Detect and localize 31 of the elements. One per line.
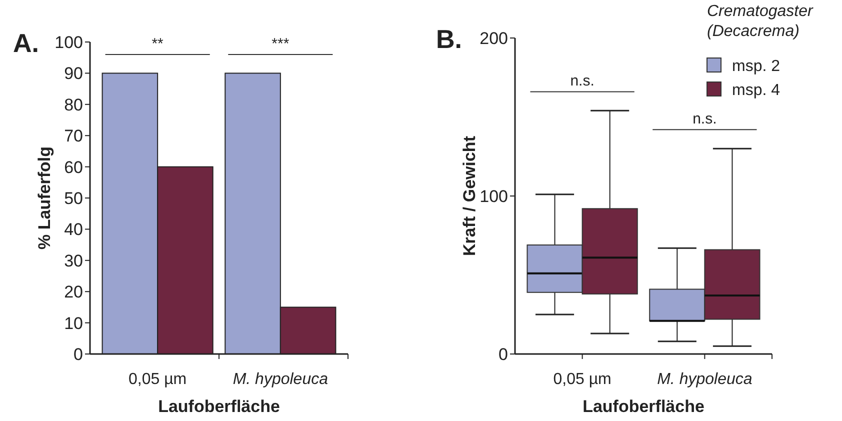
legend-label: msp. 2 — [732, 58, 780, 75]
x-axis-title: Laufoberfläche — [582, 397, 704, 416]
y-tick-label: 100 — [54, 32, 83, 52]
x-tick-label: 0,05 µm — [128, 371, 187, 388]
annotation: n.s. — [692, 110, 717, 128]
chart-title: A. — [13, 28, 39, 58]
legend-title: Crematogaster (Decacrema) — [707, 3, 814, 40]
x-tick-label: M. hypoleuca — [232, 371, 328, 388]
annotation: ** — [152, 35, 164, 52]
y-tick-label: 0 — [498, 344, 508, 364]
y-tick-label: 50 — [64, 188, 83, 208]
y-tick-label: 90 — [64, 64, 83, 84]
y-tick-label: 70 — [64, 126, 83, 146]
y-tick-label: 20 — [64, 282, 83, 302]
y-tick-label: 100 — [480, 186, 508, 206]
y-tick-label: 80 — [64, 95, 83, 114]
legend-label: msp. 4 — [732, 82, 780, 99]
x-tick-label: M. hypoleuca — [657, 371, 752, 388]
y-tick-label: 10 — [64, 314, 83, 333]
y-tick-label: 0 — [74, 344, 83, 364]
annotation: *** — [272, 35, 290, 52]
y-axis-title: Kraft / Gewicht — [460, 136, 479, 256]
y-tick-label: 40 — [64, 220, 83, 240]
annotation: n.s. — [570, 72, 594, 90]
y-axis-title: % Lauferfolg — [35, 146, 54, 250]
x-tick-label: 0,05 µm — [553, 371, 612, 388]
chart-title: B. — [436, 24, 462, 54]
x-axis-title: Laufoberfläche — [158, 397, 280, 416]
y-tick-label: 200 — [480, 28, 508, 48]
y-tick-label: 60 — [64, 158, 83, 177]
y-tick-label: 30 — [64, 251, 83, 270]
